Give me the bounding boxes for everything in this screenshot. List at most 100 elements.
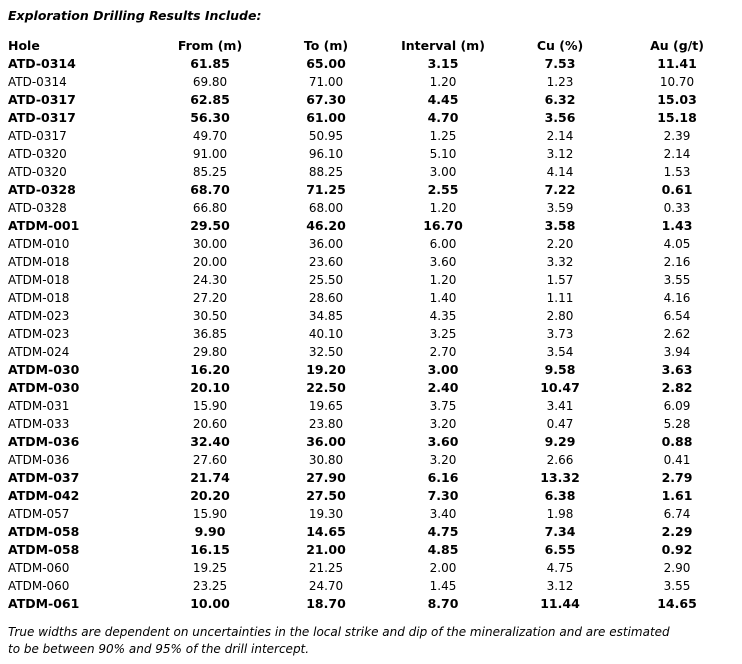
- table-cell: ATDM-036: [8, 434, 80, 449]
- table-cell: ATDM-018: [8, 273, 70, 287]
- table-cell: 0.41: [663, 453, 691, 467]
- table-cell: 20.20: [190, 488, 230, 503]
- table-cell: 20.60: [192, 417, 228, 431]
- table-cell: 6.00: [429, 237, 457, 251]
- table-cell: 1.98: [546, 507, 574, 521]
- table-cell: 4.14: [546, 165, 574, 179]
- table-cell: 24.30: [192, 273, 228, 287]
- table-cell: 2.00: [429, 561, 457, 575]
- table-cell: ATD-0317: [8, 110, 76, 125]
- table-cell: 1.43: [661, 218, 693, 233]
- table-cell: 69.80: [192, 75, 228, 89]
- table-cell: 15.90: [192, 507, 228, 521]
- table-cell: ATD-0314: [8, 75, 67, 89]
- table-cell: ATD-0320: [8, 147, 67, 161]
- table-cell: 6.32: [544, 92, 576, 107]
- table-cell: ATD-0314: [8, 56, 76, 71]
- table-cell: 15.03: [657, 92, 697, 107]
- table-cell: 2.55: [427, 182, 459, 197]
- table-cell: 6.16: [427, 470, 459, 485]
- table-cell: 20.10: [190, 380, 230, 395]
- table-cell: 2.62: [663, 327, 691, 341]
- table-cell: 10.47: [540, 380, 580, 395]
- table-cell: 2.79: [661, 470, 693, 485]
- table-cell: 3.59: [546, 201, 574, 215]
- table-cell: 91.00: [192, 147, 228, 161]
- table-cell: 3.32: [546, 255, 574, 269]
- table-cell: 23.25: [192, 579, 228, 593]
- table-cell: 67.30: [306, 92, 346, 107]
- table-cell: 18.70: [306, 596, 346, 611]
- table-cell: ATDM-033: [8, 417, 70, 431]
- table-cell: ATD-0320: [8, 165, 67, 179]
- table-cell: 5.28: [663, 417, 691, 431]
- table-cell: 3.63: [661, 362, 693, 377]
- table-cell: 19.65: [308, 399, 344, 413]
- table-cell: 13.32: [540, 470, 580, 485]
- table-cell: 85.25: [192, 165, 228, 179]
- table-cell: 61.00: [306, 110, 346, 125]
- column-header: Cu (%): [536, 38, 584, 53]
- table-cell: 24.70: [308, 579, 344, 593]
- table-cell: 3.94: [663, 345, 691, 359]
- table-cell: 3.20: [429, 453, 457, 467]
- table-cell: 16.20: [190, 362, 230, 377]
- table-cell: 2.70: [429, 345, 457, 359]
- table-cell: 4.35: [429, 309, 457, 323]
- table-cell: 10.00: [190, 596, 230, 611]
- table-cell: ATDM-042: [8, 488, 80, 503]
- table-cell: 71.00: [308, 75, 344, 89]
- table-cell: 3.60: [429, 255, 457, 269]
- table-cell: 3.56: [544, 110, 576, 125]
- table-cell: 71.25: [306, 182, 346, 197]
- table-cell: 27.90: [306, 470, 346, 485]
- table-cell: 2.66: [546, 453, 574, 467]
- table-cell: 4.75: [546, 561, 574, 575]
- table-cell: 3.12: [546, 147, 574, 161]
- table-cell: 20.00: [192, 255, 228, 269]
- table-cell: 19.25: [192, 561, 228, 575]
- table-cell: 3.75: [429, 399, 457, 413]
- table-cell: 7.30: [427, 488, 459, 503]
- table-cell: 22.50: [306, 380, 346, 395]
- table-cell: 34.85: [308, 309, 344, 323]
- table-cell: ATDM-010: [8, 237, 70, 251]
- table-cell: 30.00: [192, 237, 228, 251]
- table-cell: 11.44: [540, 596, 580, 611]
- table-cell: ATD-0317: [8, 129, 67, 143]
- table-cell: ATDM-023: [8, 309, 70, 323]
- table-cell: 68.70: [190, 182, 230, 197]
- table-cell: 27.60: [192, 453, 228, 467]
- table-cell: ATD-0328: [8, 201, 67, 215]
- table-cell: 3.00: [429, 165, 457, 179]
- table-cell: 4.75: [427, 524, 459, 539]
- table-cell: 3.40: [429, 507, 457, 521]
- table-cell: 14.65: [306, 524, 346, 539]
- table-cell: 21.00: [306, 542, 346, 557]
- table-cell: 6.09: [663, 399, 691, 413]
- table-cell: 3.55: [663, 579, 691, 593]
- table-cell: 3.15: [427, 56, 459, 71]
- column-header: To (m): [303, 38, 349, 53]
- table-cell: 0.47: [546, 417, 574, 431]
- table-cell: 65.00: [306, 56, 346, 71]
- table-cell: ATDM-060: [8, 561, 70, 575]
- table-cell: 15.90: [192, 399, 228, 413]
- table-cell: ATDM-030: [8, 362, 80, 377]
- table-cell: ATDM-061: [8, 596, 80, 611]
- table-cell: 0.33: [663, 201, 691, 215]
- table-cell: 0.88: [661, 434, 693, 449]
- table-cell: 6.74: [663, 507, 691, 521]
- table-cell: 2.90: [663, 561, 691, 575]
- table-cell: 15.18: [657, 110, 697, 125]
- table-cell: 16.15: [190, 542, 230, 557]
- table-cell: ATDM-018: [8, 255, 70, 269]
- table-cell: 9.58: [544, 362, 576, 377]
- column-header: Hole: [8, 38, 40, 53]
- table-cell: 7.34: [544, 524, 576, 539]
- table-cell: ATDM-036: [8, 453, 70, 467]
- column-header: Interval (m): [401, 38, 485, 53]
- table-cell: 8.70: [427, 596, 459, 611]
- table-cell: ATD-0328: [8, 182, 76, 197]
